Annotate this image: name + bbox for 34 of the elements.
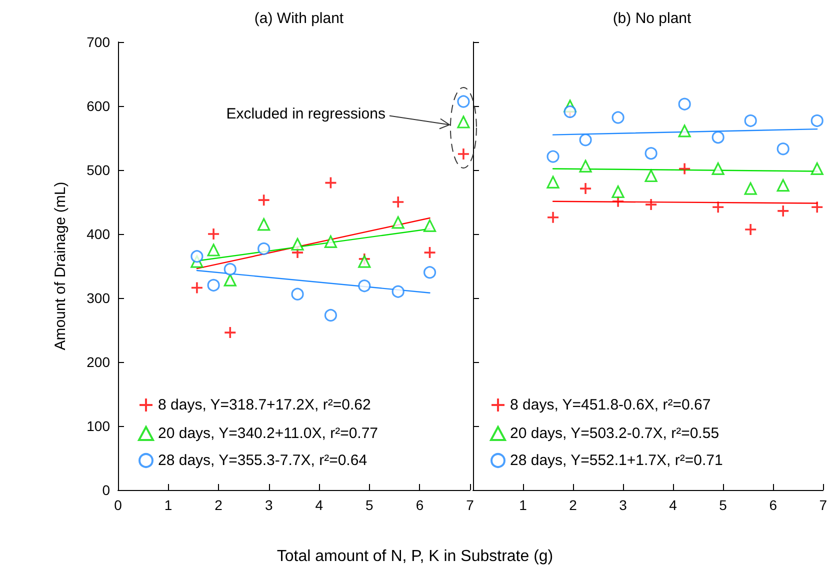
legend-label: 8 days, Y=318.7+17.2X, r²=0.62 xyxy=(158,396,371,414)
y-tick-label: 100 xyxy=(86,418,110,434)
x-tick-label: 5 xyxy=(719,497,728,513)
x-tick-label: 4 xyxy=(669,497,678,513)
x-tick-label: 3 xyxy=(264,497,273,513)
y-tick-label: 400 xyxy=(86,226,110,242)
chart-title: (b) No plant xyxy=(612,10,692,27)
x-tick-label: 2 xyxy=(569,497,578,513)
x-tick-label: 2 xyxy=(214,497,223,513)
x-tick-label: 1 xyxy=(164,497,172,513)
x-axis-title: Total amount of N, P, K in Substrate (g) xyxy=(276,548,554,566)
legend-label: 20 days, Y=340.2+11.0X, r²=0.77 xyxy=(158,425,378,442)
y-tick-label: 700 xyxy=(86,34,110,50)
legend-label: 8 days, Y=451.8-0.6X, r²=0.67 xyxy=(510,396,711,414)
x-tick-label: 5 xyxy=(366,497,374,513)
chart-title: (a) With plant xyxy=(254,10,344,27)
y-tick-label: 300 xyxy=(86,290,110,306)
annotation: Excluded in regressions xyxy=(226,105,386,122)
y-tick-label: 0 xyxy=(102,482,110,498)
legend-label: 28 days, Y=355.3-7.7X, r²=0.64 xyxy=(158,452,368,469)
y-tick-label: 600 xyxy=(86,98,110,114)
y-tick-label: 200 xyxy=(86,354,110,370)
x-tick-label: 7 xyxy=(466,497,474,513)
y-tick-label: 500 xyxy=(86,162,110,178)
x-tick-label: 3 xyxy=(619,497,628,513)
x-tick-label: 1 xyxy=(519,497,528,513)
x-tick-label: 7 xyxy=(819,497,828,513)
x-tick-label: 6 xyxy=(416,497,424,513)
x-tick-label: 4 xyxy=(315,497,324,513)
x-tick-label: 6 xyxy=(769,497,778,513)
legend-label: 28 days, Y=552.1+1.7X, r²=0.71 xyxy=(510,452,723,469)
y-axis-title: Amount of Drainage (mL) xyxy=(52,182,69,350)
legend-label: 20 days, Y=503.2-0.7X, r²=0.55 xyxy=(510,425,720,442)
x-tick-label: 0 xyxy=(114,497,122,513)
